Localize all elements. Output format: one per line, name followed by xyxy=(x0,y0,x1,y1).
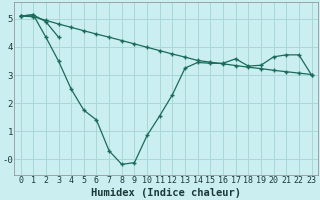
X-axis label: Humidex (Indice chaleur): Humidex (Indice chaleur) xyxy=(91,188,241,198)
